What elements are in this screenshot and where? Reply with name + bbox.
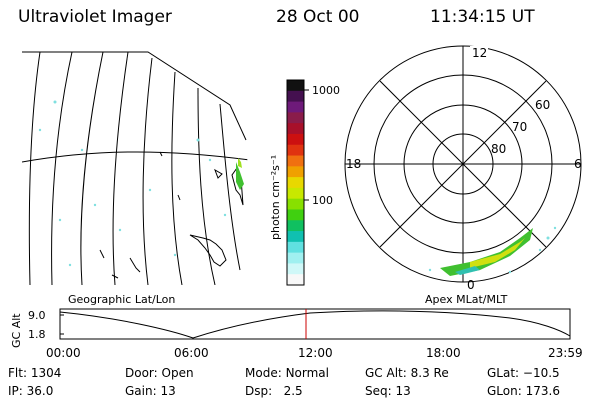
flt-label: Flt: [8,366,27,380]
geographic-map [22,51,251,285]
colorbar-cell [287,133,304,146]
colorbar-cell [287,101,304,113]
colorbar-cell [287,198,304,210]
colorbar-cell [287,123,304,135]
colorbar-cell [287,274,304,286]
mlat-label-70: 70 [512,120,527,134]
seq-info: Seq: 13 [365,384,411,398]
glat-label: GLat: [487,366,520,380]
colorbar-cell [287,241,304,254]
colorbar: 1000 100 photon cm⁻²s⁻¹ [269,79,340,286]
mlat-label-60: 60 [535,98,550,112]
colorbar-cells [287,80,304,286]
glon-info: GLon: 173.6 [487,384,560,398]
colorbar-cell [287,80,304,92]
mlt-label-6: 6 [574,157,582,171]
ip-info: IP: 36.0 [8,384,53,398]
image-time: 11:34:15 UT [430,7,535,27]
glon-label: GLon: [487,384,522,398]
mlt-label-12: 12 [472,46,487,60]
geo-caption: Geographic Lat/Lon [68,293,175,306]
gcalt-value: 8.3 Re [410,366,449,380]
gcalt-label: GC Alt: [365,366,407,380]
altitude-tick-9: 9.0 [28,309,46,322]
mlat-label-80: 80 [491,142,506,156]
polar-plot: 12 18 6 0 80 70 60 [344,45,582,292]
gain-info: Gain: 13 [125,384,176,398]
image-title: Ultraviolet Imager [18,7,172,27]
colorbar-cell [287,177,304,189]
gain-label: Gain: [125,384,157,398]
mlt-label-18: 18 [346,157,361,171]
flt-info: Flt: 1304 [8,366,61,380]
colorbar-cell [287,112,304,124]
colorbar-cell [287,166,304,178]
dsp-label: Dsp: [245,384,273,398]
gain-value: 13 [160,384,176,398]
gcalt-info: GC Alt: 8.3 Re [365,366,449,380]
door-value: Open [161,366,194,380]
seq-value: 13 [395,384,411,398]
colorbar-cell [287,187,304,200]
glon-value: 173.6 [525,384,560,398]
ip-value: 36.0 [26,384,54,398]
altitude-tick-1-8: 1.8 [28,328,46,341]
image-date: 28 Oct 00 [276,7,360,27]
colorbar-tick-100: 100 [312,194,333,207]
time-tick-1200: 12:00 [298,346,333,360]
seq-label: Seq: [365,384,392,398]
colorbar-cell [287,263,304,275]
colorbar-unit-label: photon cm⁻²s⁻¹ [269,155,282,240]
colorbar-cell [287,155,304,167]
ip-label: IP: [8,384,23,398]
altitude-axis-label: GC Alt [10,313,23,348]
dsp-value: 2.5 [283,384,303,398]
colorbar-tick-1000: 1000 [312,84,340,97]
mode-info: Mode: Normal [245,366,329,380]
colorbar-cell [287,220,304,232]
colorbar-cell [287,209,304,221]
mlt-label-0: 0 [467,278,475,292]
door-label: Door: [125,366,158,380]
colorbar-cell [287,252,304,264]
colorbar-cell [287,231,304,243]
colorbar-cell [287,90,304,103]
mode-label: Mode: [245,366,282,380]
door-info: Door: Open [125,366,194,380]
glat-value: −10.5 [522,366,560,380]
time-tick-1800: 18:00 [426,346,461,360]
polar-caption: Apex MLat/MLT [425,293,508,306]
mode-value: Normal [285,366,329,380]
time-tick-0000: 00:00 [46,346,81,360]
glat-info: GLat: −10.5 [487,366,560,380]
flt-value: 1304 [30,366,62,380]
dsp-info: Dsp: 2.5 [245,384,303,398]
time-tick-0600: 06:00 [174,346,209,360]
time-tick-2359: 23:59 [548,346,583,360]
colorbar-cell [287,144,304,157]
altitude-strip: GC Alt 9.0 1.8 00:00 06:00 12:00 18:00 2… [10,308,583,360]
